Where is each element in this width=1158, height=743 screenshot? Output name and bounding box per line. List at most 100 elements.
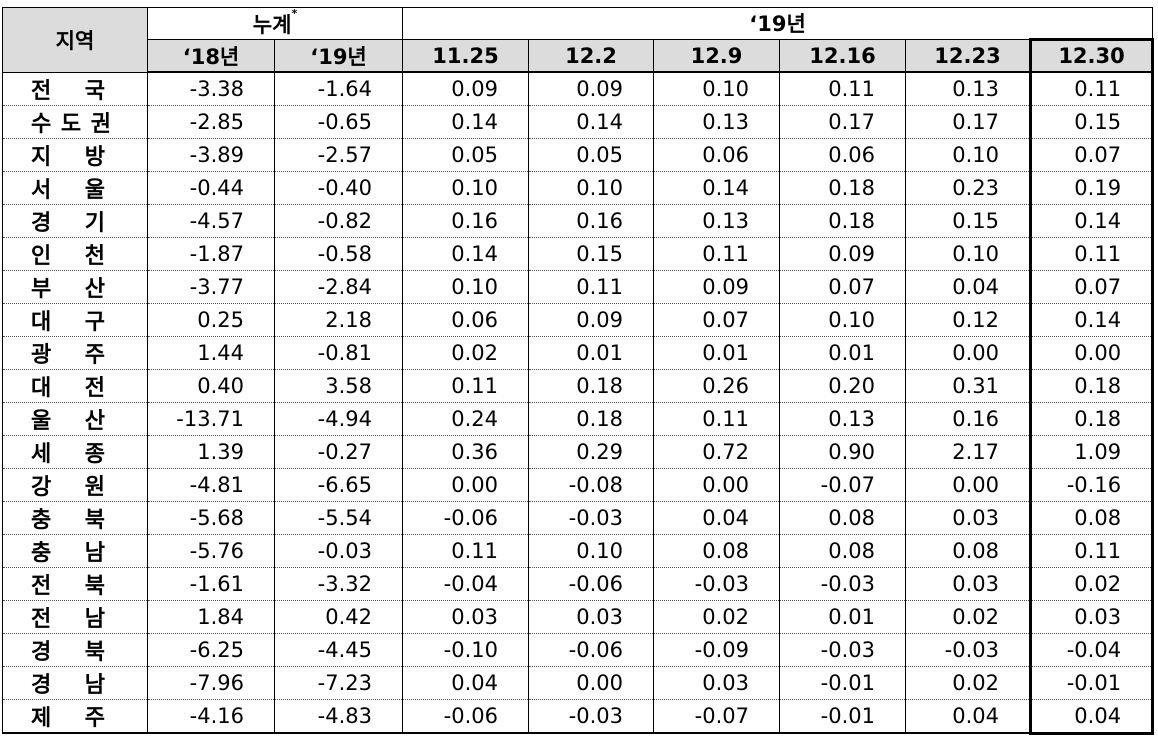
- value-cell: 0.09: [653, 270, 780, 304]
- value-cell: 0.17: [779, 105, 906, 139]
- value-cell: 0.12: [905, 303, 1031, 337]
- region-glyph: 부: [31, 276, 52, 302]
- value-cell: 0.31: [905, 369, 1031, 403]
- value-cell: -0.07: [779, 468, 906, 502]
- subheader-1230: 12.30: [1028, 38, 1155, 73]
- value-cell: 0.07: [779, 270, 906, 304]
- value-cell: -0.06: [402, 501, 529, 535]
- value-cell: -13.71: [147, 402, 275, 436]
- value-cell: -0.07: [653, 699, 780, 735]
- value-cell: -0.03: [779, 633, 906, 667]
- value-cell: -3.32: [274, 567, 403, 601]
- value-cell: 0.14: [653, 171, 780, 205]
- region-glyph: 울: [84, 177, 105, 203]
- table-row: 제 주 -4.16 -4.83 -0.06 -0.03 -0.07 -0.01 0.04 0.04: [2, 699, 1155, 735]
- value-cell: -0.01: [779, 666, 906, 700]
- value-cell: 0.18: [528, 369, 654, 403]
- value-cell: -0.06: [528, 633, 654, 667]
- table-row: 세 종 1.39 -0.27 0.36 0.29 0.72 0.90 2.17 1.09: [2, 435, 1155, 469]
- value-cell: 0.04: [653, 501, 780, 535]
- value-cell: 0.08: [905, 534, 1031, 568]
- value-cell: 0.03: [905, 501, 1031, 535]
- value-cell: 0.14: [1028, 204, 1155, 238]
- region-glyph: 서: [31, 177, 52, 203]
- value-cell: 0.18: [1028, 402, 1155, 436]
- value-cell: 0.42: [274, 600, 403, 634]
- region-glyph: 전: [31, 606, 52, 632]
- region-glyph: 종: [84, 441, 105, 467]
- value-cell: 0.04: [402, 666, 529, 700]
- region-glyph: 주: [84, 705, 105, 731]
- value-cell: -0.06: [402, 699, 529, 735]
- value-cell: 0.18: [779, 171, 906, 205]
- table-row: 대 구 0.25 2.18 0.06 0.09 0.07 0.10 0.12 0.14: [2, 303, 1155, 337]
- value-cell: -0.03: [528, 501, 654, 535]
- value-cell: -7.23: [274, 666, 403, 700]
- value-cell: 0.20: [779, 369, 906, 403]
- value-cell: 0.10: [653, 72, 780, 106]
- value-cell: -0.01: [1028, 666, 1155, 700]
- region-glyph: 제: [31, 705, 52, 731]
- region-glyph: 남: [84, 606, 105, 632]
- value-cell: 0.11: [402, 534, 529, 568]
- value-cell: 0.06: [402, 303, 529, 337]
- value-cell: 3.58: [274, 369, 403, 403]
- value-cell: 0.14: [402, 105, 529, 139]
- value-cell: 1.84: [147, 600, 275, 634]
- value-cell: -4.81: [147, 468, 275, 502]
- value-cell: 0.03: [402, 600, 529, 634]
- value-cell: -0.44: [147, 171, 275, 205]
- value-cell: 0.18: [1028, 369, 1155, 403]
- value-cell: 0.14: [402, 237, 529, 271]
- value-cell: 0.15: [1028, 105, 1155, 139]
- table-body: 전 국 -3.38 -1.64 0.09 0.09 0.10 0.11 0.13 0.11 수 도 권 -…: [2, 72, 1155, 735]
- value-cell: 0.16: [402, 204, 529, 238]
- value-cell: 0.15: [905, 204, 1031, 238]
- value-cell: 0.00: [528, 666, 654, 700]
- region-glyph: 천: [84, 243, 105, 269]
- value-cell: 0.10: [905, 138, 1031, 172]
- value-cell: 0.02: [1028, 567, 1155, 601]
- value-cell: -0.27: [274, 435, 403, 469]
- value-cell: 0.14: [528, 105, 654, 139]
- value-cell: -3.38: [147, 72, 275, 106]
- subheader-1125: 11.25: [402, 39, 529, 73]
- region-glyph: 대: [31, 309, 52, 335]
- cumulative-label: 누계: [252, 12, 292, 37]
- value-cell: -0.58: [274, 237, 403, 271]
- value-cell: 1.09: [1028, 435, 1155, 469]
- value-cell: 0.09: [779, 237, 906, 271]
- year19-header: ‘19년: [401, 7, 1154, 40]
- value-cell: 0.23: [905, 171, 1031, 205]
- value-cell: 0.29: [528, 435, 654, 469]
- region-glyph: 경: [31, 210, 52, 236]
- table-row: 전 북 -1.61 -3.32 -0.04 -0.06 -0.03 -0.03 0.03 0.02: [2, 567, 1155, 601]
- table-row: 경 북 -6.25 -4.45 -0.10 -0.06 -0.09 -0.03 -0.03 -0.…: [2, 633, 1155, 667]
- value-cell: 2.18: [274, 303, 403, 337]
- value-cell: 0.18: [528, 402, 654, 436]
- value-cell: 0.11: [402, 369, 529, 403]
- value-cell: 0.05: [402, 138, 529, 172]
- region-glyph: 전: [31, 78, 52, 104]
- table-row: 서 울 -0.44 -0.40 0.10 0.10 0.14 0.18 0.23 0.19: [2, 171, 1155, 205]
- value-cell: 0.05: [528, 138, 654, 172]
- value-cell: 0.00: [905, 336, 1031, 370]
- value-cell: -4.94: [274, 402, 403, 436]
- value-cell: 1.44: [147, 336, 275, 370]
- region-glyph: 주: [84, 342, 105, 368]
